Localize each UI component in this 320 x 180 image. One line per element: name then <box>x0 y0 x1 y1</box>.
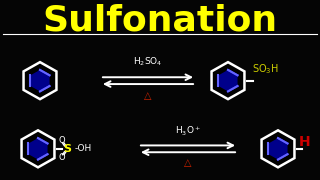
Polygon shape <box>24 62 56 99</box>
Text: O: O <box>59 153 65 162</box>
Text: △: △ <box>184 158 192 168</box>
Text: △: △ <box>144 91 152 101</box>
Polygon shape <box>261 130 294 167</box>
Text: S: S <box>63 144 71 154</box>
Text: $\mathdefault{SO_3H}$: $\mathdefault{SO_3H}$ <box>252 62 278 76</box>
Polygon shape <box>268 138 288 159</box>
Polygon shape <box>30 70 50 91</box>
Text: $\mathdefault{H_3O^+}$: $\mathdefault{H_3O^+}$ <box>175 125 201 138</box>
Polygon shape <box>21 130 54 167</box>
Text: Sulfonation: Sulfonation <box>43 3 277 37</box>
Polygon shape <box>219 70 237 91</box>
Text: O: O <box>59 136 65 145</box>
Text: -OH: -OH <box>74 144 92 153</box>
Text: $\mathdefault{H_2SO_4}$: $\mathdefault{H_2SO_4}$ <box>133 56 163 68</box>
Polygon shape <box>28 138 48 159</box>
Text: H: H <box>299 135 311 149</box>
Polygon shape <box>212 62 244 99</box>
